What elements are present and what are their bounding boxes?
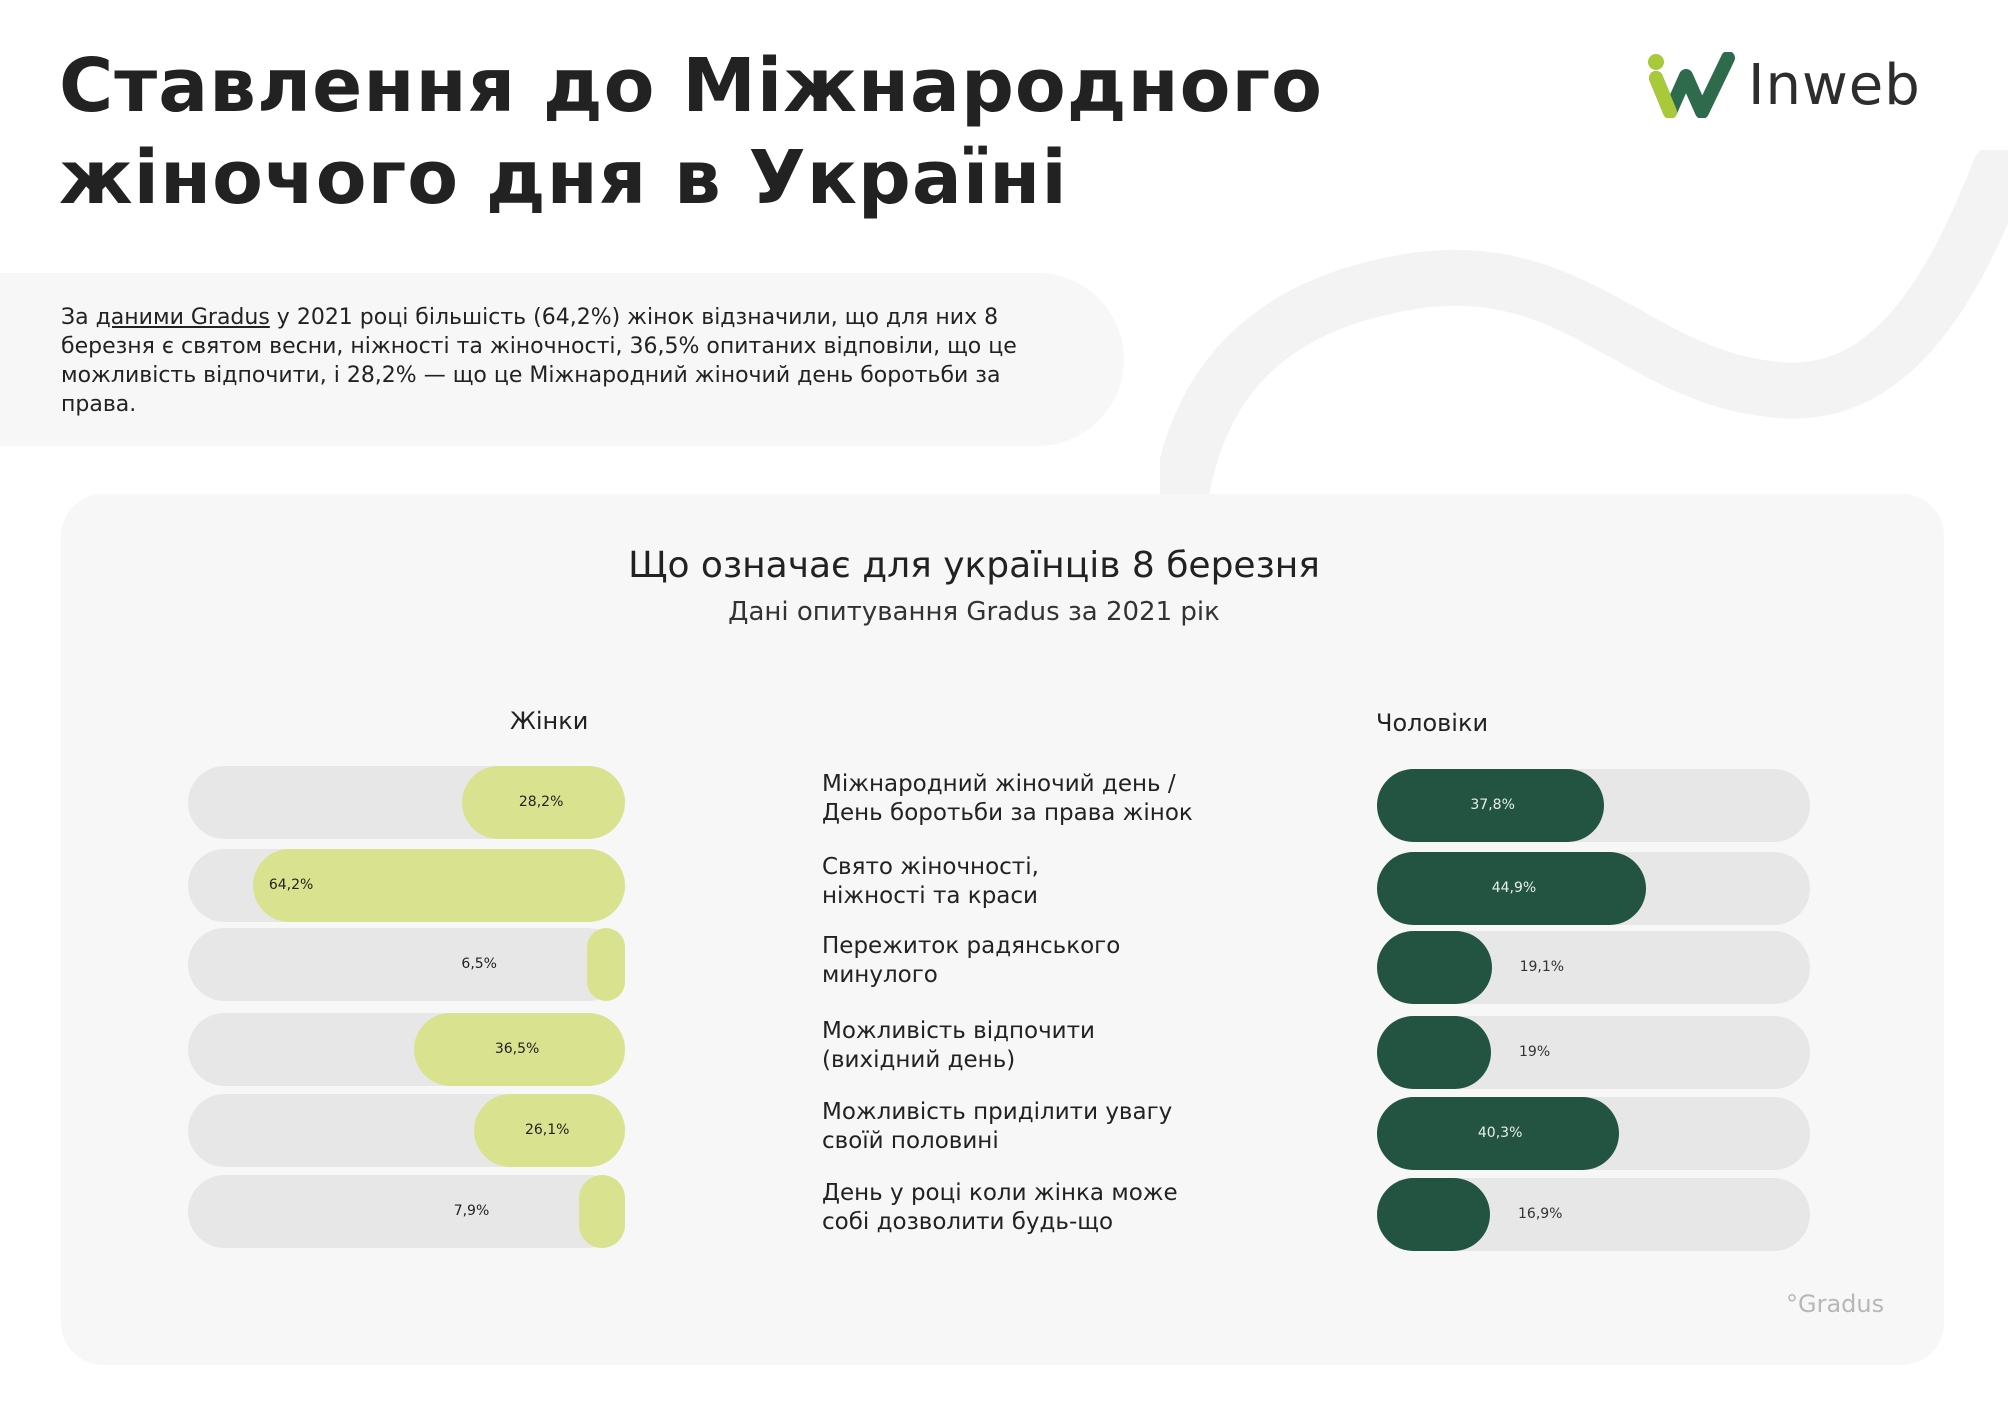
men-track: 19,1% (1377, 931, 1810, 1004)
category-label-line: минулого (822, 962, 938, 988)
men-bar (1377, 1016, 1491, 1089)
men-value-label: 16,9% (1518, 1206, 1563, 1222)
men-header: Чоловіки (1376, 709, 1489, 737)
women-value-label: 28,2% (518, 794, 564, 810)
men-value-label: 44,9% (1491, 880, 1537, 896)
category-label: День у році коли жінка може собі дозволит… (822, 1179, 1242, 1237)
women-header: Жінки (510, 707, 589, 735)
women-bar (461, 766, 625, 839)
title-line-1: Ставлення до Міжнародного (59, 43, 1323, 129)
inweb-logo: Inweb (1646, 50, 1921, 120)
category-label: Можливість приділити увагу своїй половині (822, 1098, 1242, 1156)
women-value-label: 64,2% (268, 877, 314, 893)
men-value-label: 37,8% (1470, 797, 1515, 813)
category-label: Свято жіночності, ніжності та краси (822, 853, 1242, 911)
inweb-logo-icon (1648, 52, 1735, 118)
women-value-label: 6,5% (461, 956, 497, 972)
men-track: 19% (1377, 1016, 1810, 1089)
men-value-label: 40,3% (1477, 1125, 1523, 1141)
women-track: 28,2% (188, 766, 625, 839)
men-track: 44,9% (1377, 852, 1810, 925)
category-label-line: собі дозволити будь-що (822, 1209, 1114, 1235)
men-track: 16,9% (1377, 1178, 1810, 1251)
women-value-label: 7,9% (453, 1203, 490, 1219)
gradus-data-link[interactable]: даними Gradus (95, 305, 270, 330)
women-bar (579, 1175, 625, 1248)
title-line-2: жіночого дня в Україні (59, 135, 1068, 221)
women-track: 36,5% (188, 1013, 625, 1086)
inweb-ribbon-watermark (1160, 150, 2008, 510)
women-track: 26,1% (188, 1094, 625, 1167)
men-bar (1377, 769, 1604, 842)
category-label-line: ніжності та краси (822, 883, 1038, 909)
women-bar (473, 1094, 625, 1167)
men-track: 40,3% (1377, 1097, 1810, 1170)
category-label: Міжнародний жіночий день / День боротьби … (822, 770, 1242, 828)
men-value-label: 19% (1519, 1044, 1551, 1060)
category-label: Пережиток радянського минулого (822, 932, 1242, 990)
intro-post: у 2021 році більшість (64,2%) жінок відз… (61, 305, 1017, 417)
logo-text: Inweb (1748, 52, 1921, 118)
intro-text: За даними Gradus у 2021 році більшість (… (61, 303, 1061, 419)
men-value-label: 19,1% (1519, 959, 1565, 975)
men-bar (1377, 931, 1492, 1004)
category-label-line: (вихідний день) (822, 1047, 1016, 1073)
chart-title: Що означає для українців 8 березня (628, 545, 1320, 586)
category-label-line: Можливість приділити увагу (822, 1099, 1173, 1125)
category-label-line: Міжнародний жіночий день / (822, 771, 1176, 797)
women-bar (587, 928, 625, 1001)
page-title: Ставлення до Міжнародного жіночого дня в… (59, 40, 1459, 224)
men-track: 37,8% (1377, 769, 1810, 842)
intro-panel: За даними Gradus у 2021 році більшість (… (0, 273, 1124, 446)
gradus-logo: °Gradus (1786, 1290, 1885, 1318)
category-label-line: Можливість відпочити (822, 1018, 1095, 1044)
men-bar (1377, 1097, 1619, 1170)
intro-pre: За (61, 305, 96, 330)
women-track: 64,2% (188, 849, 625, 922)
men-bar (1377, 1178, 1490, 1251)
category-label: Можливість відпочити (вихідний день) (822, 1017, 1242, 1075)
category-label-line: Свято жіночності, (822, 854, 1039, 880)
chart-subtitle: Дані опитування Gradus за 2021 рік (728, 597, 1220, 627)
women-value-label: 36,5% (494, 1041, 540, 1057)
women-bar (413, 1013, 625, 1086)
women-track: 7,9% (188, 1175, 625, 1248)
category-label-line: День боротьби за права жінок (822, 800, 1193, 826)
category-label-line: Пережиток радянського (822, 933, 1121, 959)
women-bar (253, 849, 625, 922)
men-bar (1377, 852, 1647, 925)
category-label-line: своїй половині (822, 1128, 999, 1154)
women-track: 6,5% (188, 928, 625, 1001)
category-label-line: День у році коли жінка може (822, 1180, 1178, 1206)
women-value-label: 26,1% (524, 1122, 570, 1138)
